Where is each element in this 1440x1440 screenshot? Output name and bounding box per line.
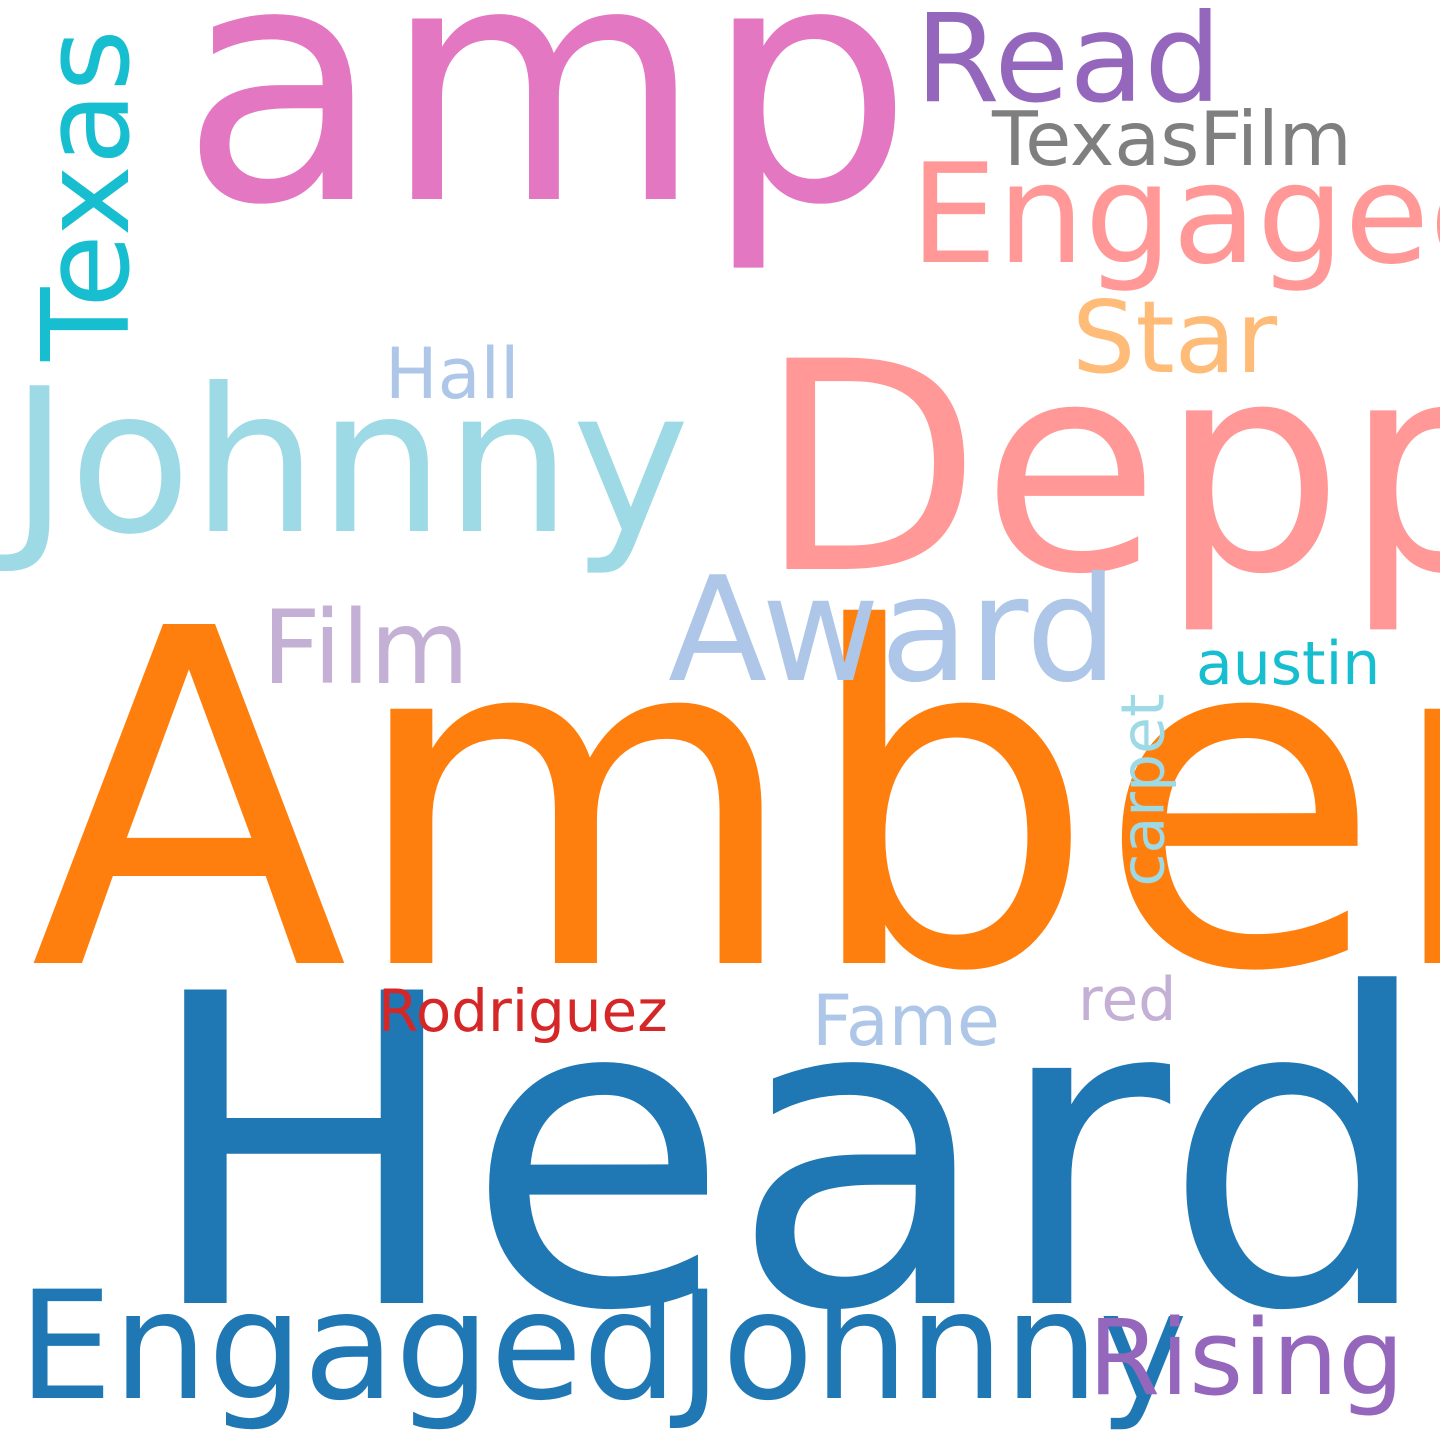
- word-red: red: [1078, 965, 1177, 1035]
- word-austin: austin: [1196, 629, 1381, 699]
- word-engaged: Engaged: [910, 134, 1440, 295]
- word-texas: Texas: [17, 29, 157, 361]
- word-johnny: Johnny: [10, 346, 690, 579]
- word-rising: Rising: [1088, 1297, 1405, 1419]
- word-read: Read: [915, 0, 1222, 130]
- word-amp: amp: [180, 0, 914, 277]
- word-amber: Amber: [30, 531, 1440, 1073]
- word-rodriguez: Rodriguez: [378, 977, 668, 1045]
- word-award: Award: [668, 546, 1118, 715]
- word-hall: Hall: [385, 333, 520, 415]
- word-depp: Depp: [758, 301, 1440, 638]
- word-engagedjohnny: EngagedJohnny: [18, 1260, 1188, 1434]
- word-texasfilm: TexasFilm: [992, 95, 1352, 183]
- word-star: Star: [1072, 279, 1278, 396]
- word-fame: Fame: [812, 980, 1000, 1062]
- word-film: Film: [262, 589, 470, 708]
- word-heard: Heard: [142, 905, 1436, 1405]
- word-carpet: carpet: [1107, 693, 1178, 887]
